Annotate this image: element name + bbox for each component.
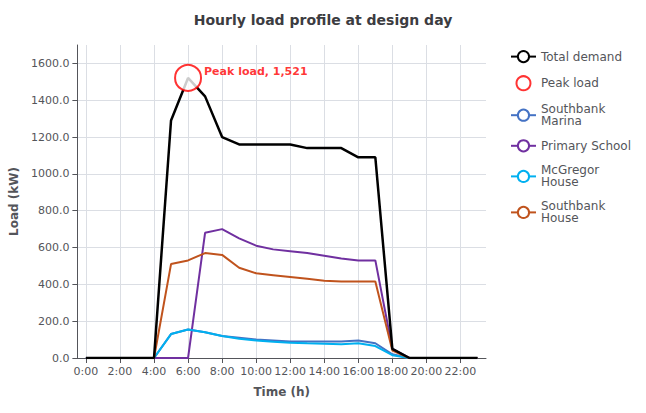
svg-text:1000.0: 1000.0 xyxy=(31,167,70,180)
svg-text:Southbank: Southbank xyxy=(541,199,606,214)
svg-text:600.0: 600.0 xyxy=(38,241,70,254)
svg-text:18:00: 18:00 xyxy=(377,365,409,378)
svg-text:0.0: 0.0 xyxy=(52,352,70,365)
svg-text:Time (h): Time (h) xyxy=(253,385,310,399)
svg-text:Total demand: Total demand xyxy=(540,50,622,64)
svg-text:14:00: 14:00 xyxy=(308,365,340,378)
svg-text:1400.0: 1400.0 xyxy=(31,94,70,107)
svg-text:McGregor: McGregor xyxy=(541,163,600,178)
svg-text:2:00: 2:00 xyxy=(108,365,133,378)
svg-text:16:00: 16:00 xyxy=(342,365,374,378)
svg-text:400.0: 400.0 xyxy=(38,278,70,291)
svg-text:House: House xyxy=(541,211,579,225)
svg-text:1200.0: 1200.0 xyxy=(31,131,70,144)
svg-text:4:00: 4:00 xyxy=(142,365,167,378)
svg-text:Southbank: Southbank xyxy=(541,102,606,117)
svg-text:10:00: 10:00 xyxy=(240,365,272,378)
svg-text:Marina: Marina xyxy=(541,114,582,128)
svg-text:0:00: 0:00 xyxy=(74,365,99,378)
svg-text:1600.0: 1600.0 xyxy=(31,57,70,70)
svg-text:Load (kW): Load (kW) xyxy=(7,167,21,236)
svg-text:20:00: 20:00 xyxy=(411,365,443,378)
svg-text:Hourly load profile at design: Hourly load profile at design day xyxy=(194,12,453,28)
svg-text:Peak load: Peak load xyxy=(541,76,599,90)
svg-text:House: House xyxy=(541,175,579,189)
svg-text:8:00: 8:00 xyxy=(210,365,235,378)
svg-text:Primary School: Primary School xyxy=(541,139,631,153)
svg-text:800.0: 800.0 xyxy=(38,204,70,217)
svg-text:12:00: 12:00 xyxy=(274,365,306,378)
svg-text:Peak load, 1,521: Peak load, 1,521 xyxy=(204,65,308,78)
svg-text:200.0: 200.0 xyxy=(38,315,70,328)
svg-text:6:00: 6:00 xyxy=(176,365,201,378)
svg-text:22:00: 22:00 xyxy=(445,365,477,378)
